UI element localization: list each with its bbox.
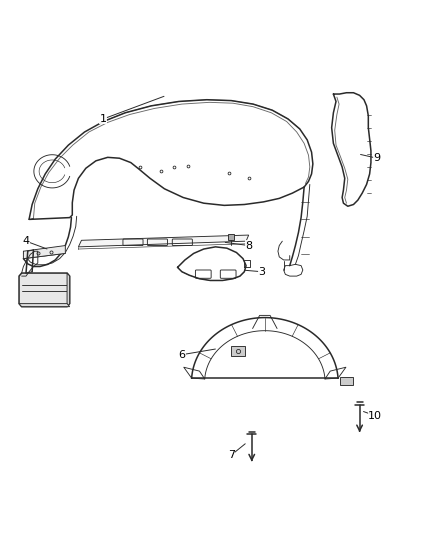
- Polygon shape: [231, 346, 245, 356]
- Polygon shape: [78, 235, 249, 247]
- Polygon shape: [19, 273, 70, 306]
- Text: 7: 7: [228, 450, 235, 460]
- Text: 10: 10: [368, 411, 382, 421]
- Polygon shape: [19, 304, 70, 306]
- Text: 6: 6: [178, 350, 185, 360]
- Text: 8: 8: [245, 240, 252, 251]
- Polygon shape: [23, 246, 65, 259]
- Text: 9: 9: [374, 153, 381, 163]
- Text: 4: 4: [22, 236, 30, 246]
- Polygon shape: [340, 377, 353, 385]
- Polygon shape: [67, 273, 70, 306]
- Text: 1: 1: [100, 114, 107, 124]
- Text: 3: 3: [258, 266, 265, 277]
